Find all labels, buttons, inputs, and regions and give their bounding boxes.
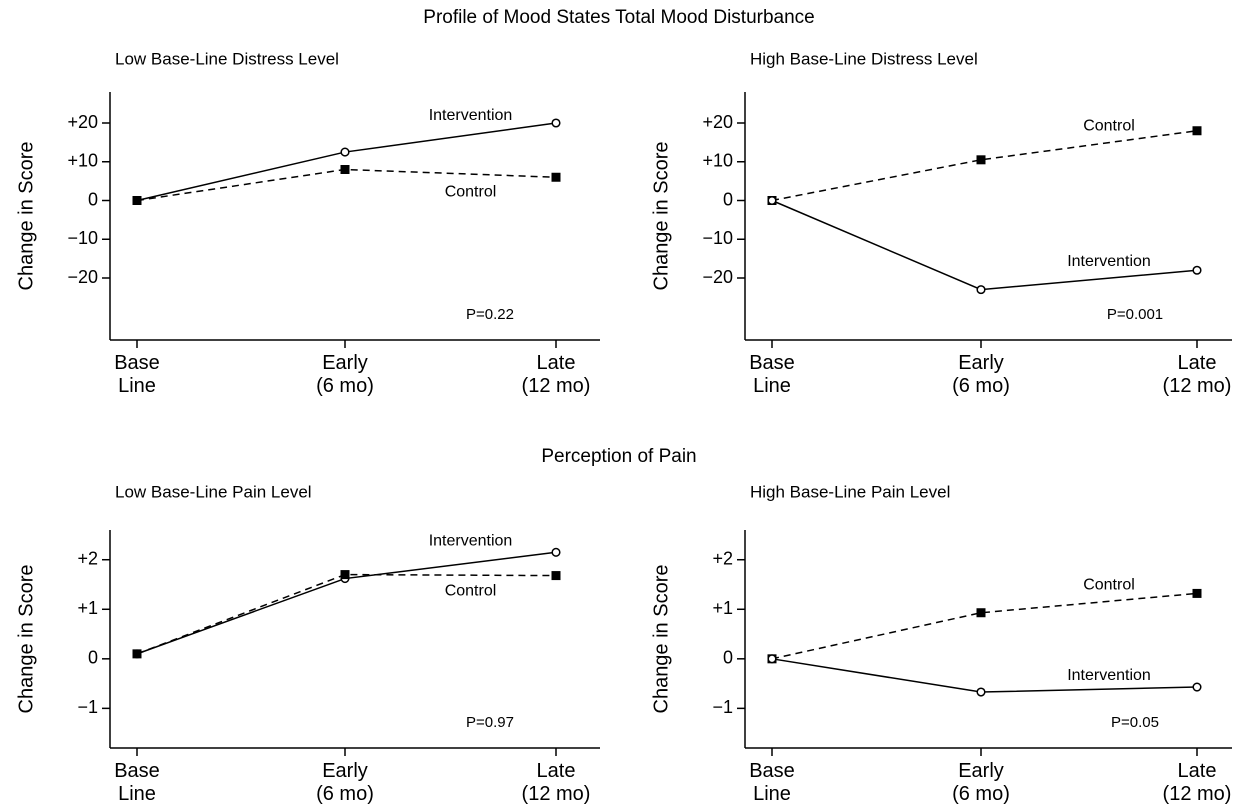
marker <box>976 608 986 618</box>
y-tick-label: +20 <box>702 112 733 132</box>
marker <box>551 547 561 557</box>
marker <box>340 165 350 174</box>
marker <box>551 571 561 581</box>
x-tick-label: Late (12 mo) <box>522 760 591 805</box>
y-axis-label: Change in Score <box>650 142 672 291</box>
marker <box>767 654 777 664</box>
marker <box>976 687 986 697</box>
y-tick-label: 0 <box>723 648 733 668</box>
y-tick-label: −10 <box>67 228 98 248</box>
x-tick-label: Early (6 mo) <box>316 352 374 397</box>
x-tick-label: Base Line <box>114 760 160 805</box>
series-line <box>771 130 1198 202</box>
series-line <box>136 551 557 655</box>
series-label: Control <box>445 184 497 201</box>
x-tick-label: Early (6 mo) <box>316 760 374 805</box>
series-line <box>771 199 1198 291</box>
p-value: P=0.22 <box>466 306 514 323</box>
y-axis-label: Change in Score <box>650 565 672 714</box>
marker <box>1192 588 1202 598</box>
x-tick-label: Early (6 mo) <box>952 352 1010 397</box>
x-tick-label: Early (6 mo) <box>952 760 1010 805</box>
marker <box>340 570 350 580</box>
y-axis-label: Change in Score <box>15 565 37 714</box>
y-tick-label: +10 <box>702 151 733 171</box>
series-label: Control <box>1083 118 1135 135</box>
y-tick-label: +2 <box>77 548 98 568</box>
section-heading: Perception of Pain <box>541 446 696 467</box>
y-tick-label: −20 <box>702 267 733 287</box>
series-label: Control <box>1083 576 1135 593</box>
marker <box>551 172 561 182</box>
x-tick-label: Late (12 mo) <box>522 352 591 397</box>
marker <box>767 195 777 206</box>
marker <box>1192 265 1202 275</box>
marker <box>1192 682 1202 692</box>
y-tick-label: −10 <box>702 228 733 248</box>
y-tick-label: +20 <box>67 112 98 132</box>
y-tick-label: −1 <box>77 697 98 717</box>
subplot-title: High Base-Line Distress Level <box>750 49 978 68</box>
marker <box>132 196 142 205</box>
y-tick-label: +2 <box>712 548 733 568</box>
x-tick-label: Base Line <box>749 352 795 397</box>
y-tick-label: +10 <box>67 151 98 171</box>
x-tick-label: Base Line <box>114 352 160 397</box>
y-tick-label: 0 <box>723 189 733 209</box>
marker <box>976 285 986 295</box>
section-heading: Profile of Mood States Total Mood Distur… <box>423 7 814 28</box>
series-label: Intervention <box>1067 253 1151 270</box>
y-tick-label: +1 <box>77 598 98 618</box>
marker <box>132 649 142 659</box>
y-tick-label: +1 <box>712 598 733 618</box>
y-tick-label: −1 <box>712 697 733 717</box>
y-tick-label: −20 <box>67 267 98 287</box>
p-value: P=0.05 <box>1111 714 1159 731</box>
y-axis-label: Change in Score <box>15 142 37 291</box>
subplot-title: Low Base-Line Distress Level <box>115 49 339 68</box>
marker <box>340 147 350 157</box>
marker <box>976 155 986 165</box>
marker <box>1192 126 1202 136</box>
p-value: P=0.97 <box>466 714 514 731</box>
series-line <box>771 592 1198 660</box>
x-tick-label: Late (12 mo) <box>1163 352 1232 397</box>
series-label: Control <box>445 582 497 599</box>
series-label: Intervention <box>429 107 513 124</box>
p-value: P=0.001 <box>1107 306 1163 323</box>
series-label: Intervention <box>1067 667 1151 684</box>
series-label: Intervention <box>429 533 513 550</box>
marker <box>551 118 561 128</box>
subplot-title: High Base-Line Pain Level <box>750 482 950 501</box>
subplot-title: Low Base-Line Pain Level <box>115 482 312 501</box>
x-tick-label: Late (12 mo) <box>1163 760 1232 805</box>
y-tick-label: 0 <box>88 648 98 668</box>
x-tick-label: Base Line <box>749 760 795 805</box>
y-tick-label: 0 <box>88 189 98 209</box>
